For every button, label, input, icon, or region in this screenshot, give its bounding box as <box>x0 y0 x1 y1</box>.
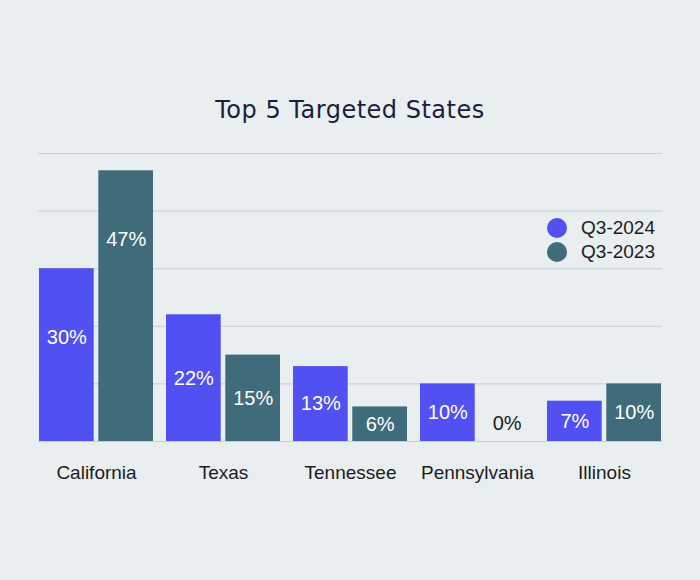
svg-text:30%: 30% <box>47 326 87 348</box>
html-text:Q3-2023: Q3-2023 <box>581 241 655 262</box>
html-text:Top 5 Targeted States: Top 5 Targeted States <box>215 96 485 124</box>
svg-text:Illinois: Illinois <box>578 462 631 483</box>
svg-text:Texas: Texas <box>199 462 249 483</box>
svg-text:7%: 7% <box>560 410 589 432</box>
svg-text:Pennsylvania: Pennsylvania <box>421 462 534 483</box>
svg-text:15%: 15% <box>233 387 273 409</box>
svg-text:13%: 13% <box>301 392 341 414</box>
svg-text:6%: 6% <box>366 413 395 435</box>
html-text:Q3-2024: Q3-2024 <box>581 217 655 238</box>
svg-text:0%: 0% <box>493 412 522 434</box>
svg-text:10%: 10% <box>614 401 654 423</box>
svg-text:California: California <box>56 462 137 483</box>
svg-text:47%: 47% <box>106 228 146 250</box>
svg-text:Tennessee: Tennessee <box>305 462 397 483</box>
svg-text:10%: 10% <box>428 401 468 423</box>
svg-text:22%: 22% <box>174 367 214 389</box>
